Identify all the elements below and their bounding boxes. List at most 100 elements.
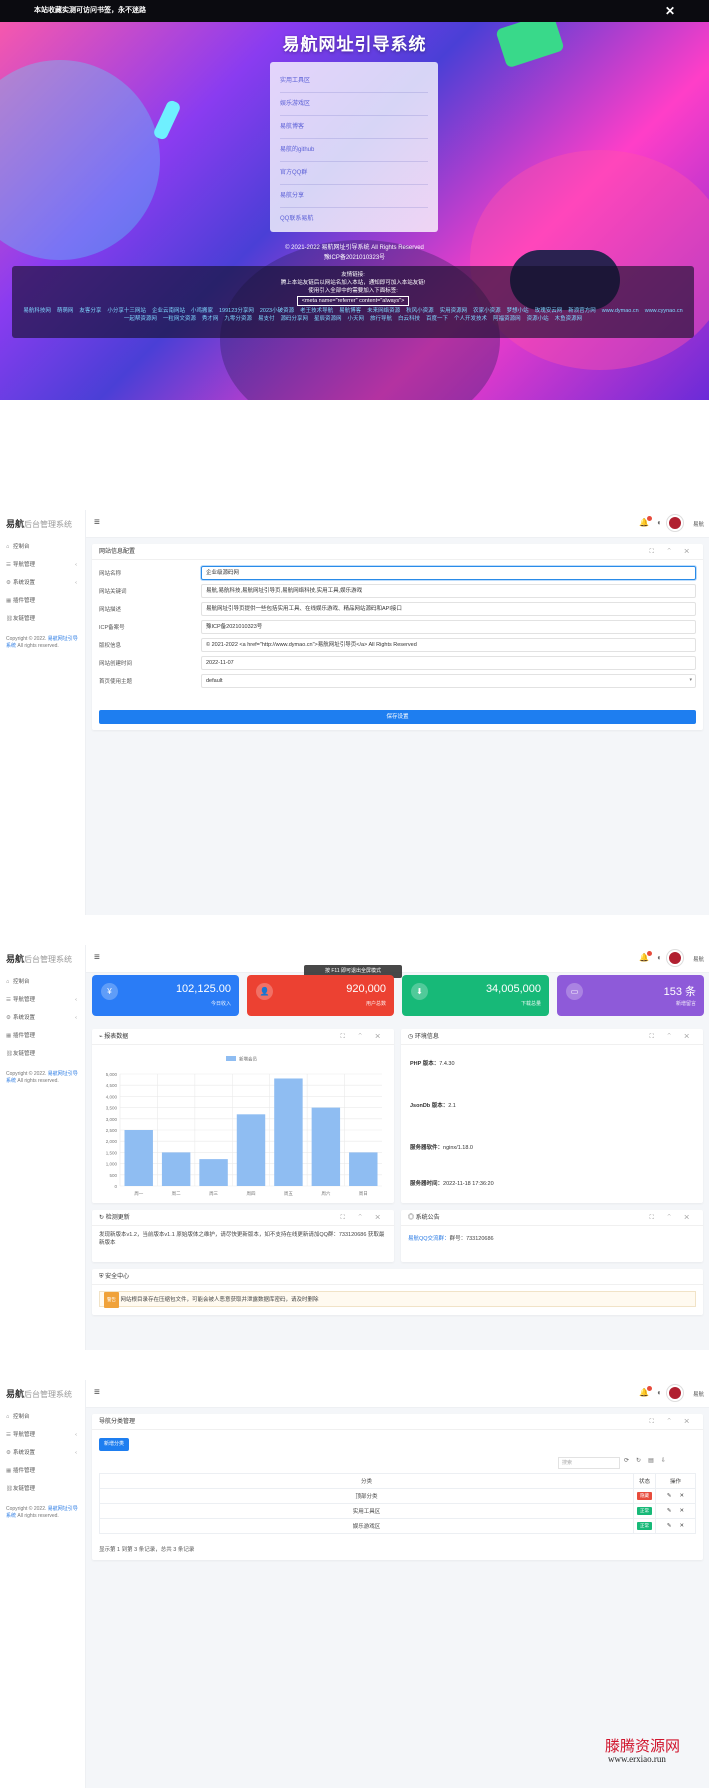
friend-link[interactable]: www.dymao.cn xyxy=(601,308,639,314)
field-input[interactable]: 易航网址引导页提供一些包括实用工具、在线娱乐游戏、精品网站源码和API接口 xyxy=(201,602,696,616)
save-button[interactable]: 保存设置 xyxy=(99,710,696,724)
nav-link-qq-group[interactable]: 官方QQ群 xyxy=(280,162,428,185)
card-tools[interactable]: ⛶ ⌃ ✕ xyxy=(649,1034,695,1040)
username[interactable]: 易航 xyxy=(692,957,704,963)
sidebar-item[interactable]: ⛓友链管理 xyxy=(0,1045,85,1063)
friend-link[interactable]: 小天网 xyxy=(347,316,364,322)
sidebar-item[interactable]: ⚙ 系统设置 ‹ xyxy=(0,1444,85,1462)
edit-icon[interactable]: ✎ xyxy=(666,1508,672,1514)
edit-icon[interactable]: ✎ xyxy=(666,1523,672,1529)
friend-link[interactable]: 实用资源网 xyxy=(439,308,468,314)
friend-link[interactable]: 百度一下 xyxy=(426,316,449,322)
friend-link[interactable]: 秀才网 xyxy=(201,316,219,322)
friend-link[interactable]: 2023小破资源 xyxy=(259,308,295,314)
menu-toggle-icon[interactable]: ≡ xyxy=(94,1387,100,1398)
friend-link[interactable]: 九零分资源 xyxy=(224,316,252,322)
delete-icon[interactable]: ✕ xyxy=(679,1493,685,1499)
friend-link[interactable]: 旅行导航 xyxy=(370,316,393,322)
sidebar-item[interactable]: ⚙ 系统设置 ‹ xyxy=(0,574,85,592)
friend-link[interactable]: 木鱼资源网 xyxy=(554,316,583,322)
friend-link[interactable]: www.cyynao.cn xyxy=(644,308,683,314)
avatar[interactable] xyxy=(667,1385,683,1401)
qq-group-link[interactable]: 易航QQ交流群： xyxy=(408,1236,450,1242)
sidebar-item[interactable]: ⛓友链管理 xyxy=(0,1480,85,1498)
username[interactable]: 易航 xyxy=(692,522,704,528)
friend-link[interactable]: 未来网络资源 xyxy=(367,308,401,314)
field-input[interactable]: © 2021-2022 <a href="http://www.dymao.cn… xyxy=(201,638,696,652)
friend-link[interactable]: 个人开发技术 xyxy=(454,316,488,322)
nav-link-tools[interactable]: 实用工具区 xyxy=(280,70,428,93)
palette-icon[interactable]: ◐ xyxy=(657,953,662,962)
friend-link[interactable]: 新浪官方网 xyxy=(568,308,596,314)
field-input[interactable]: 企业级源码网 xyxy=(201,566,696,580)
nav-link-games[interactable]: 娱乐游戏区 xyxy=(280,93,428,116)
sidebar-item[interactable]: ⚙ 系统设置 ‹ xyxy=(0,1009,85,1027)
friend-link[interactable]: 老王技术导航 xyxy=(300,308,334,314)
card-tools[interactable]: ⛶ ⌃ ✕ xyxy=(649,549,695,555)
delete-icon[interactable]: ✕ xyxy=(679,1523,685,1529)
sidebar-item[interactable]: ⌂ 控制台 xyxy=(0,1408,85,1426)
search-input[interactable]: 搜索 xyxy=(558,1457,620,1469)
nav-link-share[interactable]: 易航分享 xyxy=(280,185,428,208)
friend-link[interactable]: 易航科技网 xyxy=(23,308,51,314)
export-icon[interactable]: ⇩ xyxy=(660,1458,673,1464)
col-header-category[interactable]: 分类 xyxy=(99,1473,634,1489)
sidebar-item[interactable]: ☰ 导航管理 ‹ xyxy=(0,1426,85,1444)
nav-link-qq-contact[interactable]: QQ联系易航 xyxy=(280,216,314,222)
friend-link[interactable]: 一粒网文资源 xyxy=(162,316,196,322)
friend-link[interactable]: 白云科技 xyxy=(398,316,421,322)
friend-link[interactable]: 农家小资源 xyxy=(473,308,501,314)
card-tools[interactable]: ⛶ ⌃ ✕ xyxy=(340,1215,386,1221)
avatar[interactable] xyxy=(667,950,683,966)
bell-icon[interactable]: 🔔 xyxy=(639,1386,652,1397)
field-input[interactable]: 易航,易航科技,易航网址引导页,易航网络科技,实用工具,娱乐游戏 xyxy=(201,584,696,598)
username[interactable]: 易航 xyxy=(692,1392,704,1398)
friend-link[interactable]: 199123分享网 xyxy=(218,308,254,314)
sidebar-item[interactable]: ▦ 插件管理 xyxy=(0,592,85,610)
friend-link[interactable]: 源码分享网 xyxy=(280,316,308,322)
columns-icon[interactable]: ▤ xyxy=(648,1458,661,1464)
friend-link[interactable]: 阿福资源网 xyxy=(493,316,521,322)
nav-link-blog[interactable]: 易航博客 xyxy=(280,116,428,139)
card-tools[interactable]: ⛶ ⌃ ✕ xyxy=(649,1215,695,1221)
sidebar-item[interactable]: ⛓友链管理 xyxy=(0,610,85,628)
card-tools[interactable]: ⛶ ⌃ ✕ xyxy=(649,1419,695,1425)
nav-link-github[interactable]: 易航的github xyxy=(280,139,428,162)
friend-link[interactable]: 企业云南网站 xyxy=(151,308,185,314)
field-input[interactable]: 2022-11-07 xyxy=(201,656,696,670)
friend-link[interactable]: 易航博客 xyxy=(339,308,362,314)
bell-icon[interactable]: 🔔 xyxy=(639,516,652,527)
friend-link[interactable]: 友客分享 xyxy=(79,308,102,314)
add-category-button[interactable]: 新增分类 xyxy=(99,1438,129,1451)
sidebar-item[interactable]: ☰ 导航管理 ‹ xyxy=(0,991,85,1009)
sidebar-item[interactable]: ▦ 插件管理 xyxy=(0,1462,85,1480)
menu-toggle-icon[interactable]: ≡ xyxy=(94,517,100,528)
friend-link[interactable]: 萌萌网 xyxy=(56,308,74,314)
avatar[interactable] xyxy=(667,515,683,531)
refresh-icon[interactable]: ⟳ xyxy=(624,1458,637,1464)
friend-link[interactable]: 玫瑰安云网 xyxy=(534,308,563,314)
friend-link[interactable]: 秋风小资源 xyxy=(406,308,434,314)
bell-icon[interactable]: 🔔 xyxy=(639,951,652,962)
refresh-alt-icon[interactable]: ↻ xyxy=(636,1458,649,1464)
sidebar-item[interactable]: ▦ 插件管理 xyxy=(0,1027,85,1045)
sidebar-item[interactable]: ⌂ 控制台 xyxy=(0,538,85,556)
edit-icon[interactable]: ✎ xyxy=(666,1493,672,1499)
friend-link[interactable]: 易支付 xyxy=(257,316,275,322)
friend-link[interactable]: 小分享十三网站 xyxy=(107,308,146,314)
card-tools[interactable]: ⛶ ⌃ ✕ xyxy=(340,1034,386,1040)
sidebar-item[interactable]: ☰ 导航管理 ‹ xyxy=(0,556,85,574)
friend-link[interactable]: 一起帮资源网 xyxy=(123,316,157,322)
friend-link[interactable]: 小鸡搬家 xyxy=(190,308,213,314)
sidebar-item[interactable]: ⌂ 控制台 xyxy=(0,973,85,991)
close-icon[interactable]: ✕ xyxy=(664,4,675,18)
col-header-status[interactable]: 状态 xyxy=(633,1473,656,1489)
theme-select[interactable]: default xyxy=(201,674,696,688)
field-input[interactable]: 豫ICP备2021010323号 xyxy=(201,620,696,634)
friend-link[interactable]: 资源小站 xyxy=(526,316,549,322)
palette-icon[interactable]: ◐ xyxy=(657,1388,662,1397)
menu-toggle-icon[interactable]: ≡ xyxy=(94,952,100,963)
friend-link[interactable]: 梦想小站 xyxy=(506,308,529,314)
palette-icon[interactable]: ◐ xyxy=(657,518,662,527)
friend-link[interactable]: 星辰资源网 xyxy=(313,316,342,322)
